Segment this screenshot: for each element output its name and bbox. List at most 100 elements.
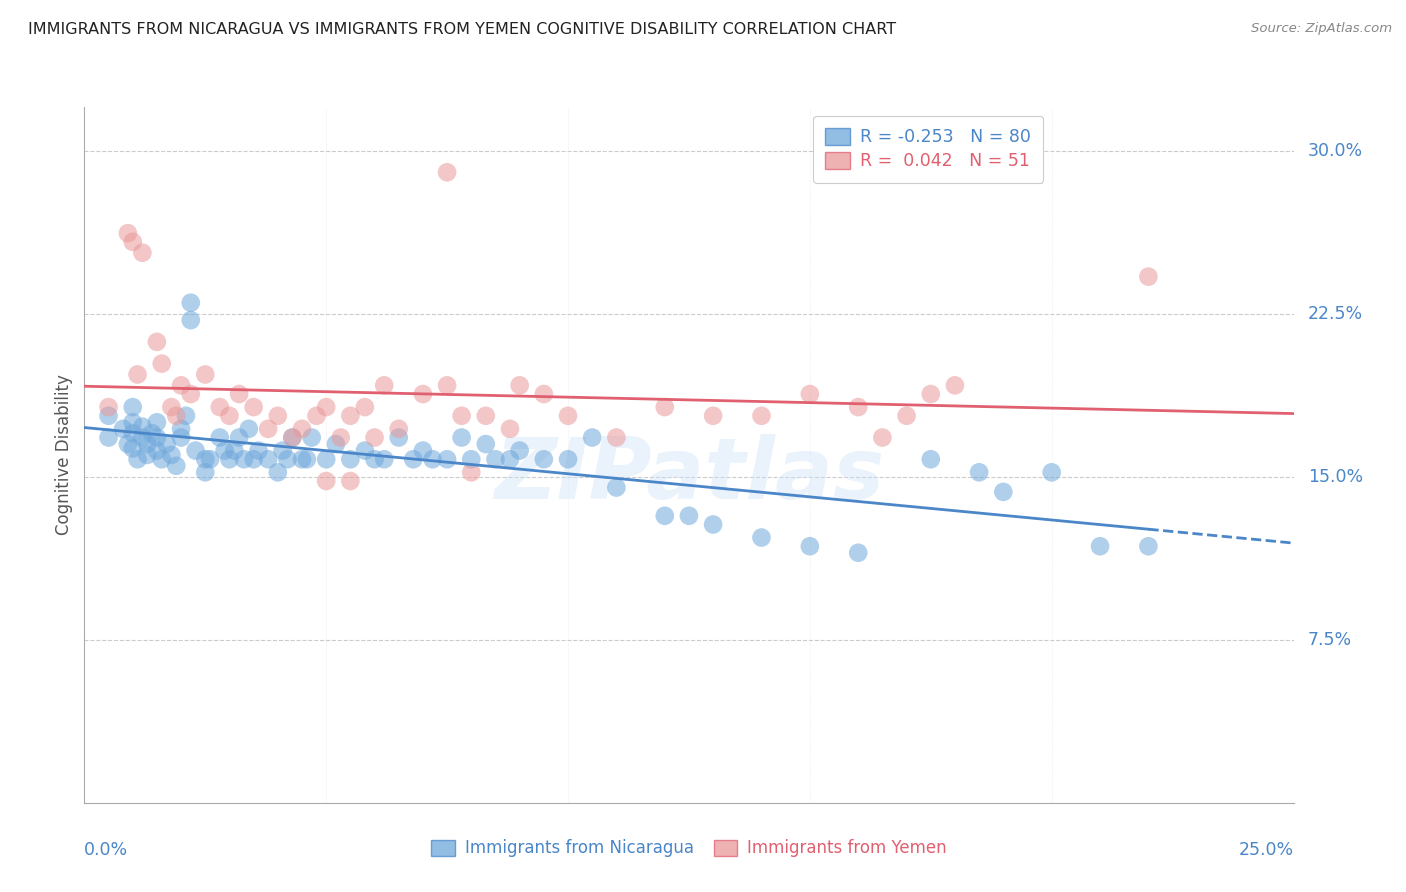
Point bbox=[170, 431, 193, 445]
Point bbox=[1088, 539, 1111, 553]
Point bbox=[257, 452, 280, 467]
Point bbox=[218, 452, 240, 467]
Point bbox=[475, 409, 498, 423]
Text: IMMIGRANTS FROM NICARAGUA VS IMMIGRANTS FROM YEMEN COGNITIVE DISABILITY CORRELAT: IMMIGRANTS FROM NICARAGUA VS IMMIGRANTS … bbox=[28, 22, 896, 37]
Point bbox=[136, 448, 159, 462]
Point bbox=[117, 226, 139, 240]
Point bbox=[180, 387, 202, 401]
Point bbox=[799, 387, 821, 401]
Point bbox=[198, 452, 221, 467]
Point bbox=[121, 426, 143, 441]
Point bbox=[121, 400, 143, 414]
Point bbox=[325, 437, 347, 451]
Point bbox=[354, 400, 377, 414]
Point bbox=[194, 368, 217, 382]
Point bbox=[165, 409, 187, 423]
Point bbox=[301, 431, 323, 445]
Point bbox=[127, 368, 149, 382]
Point bbox=[295, 452, 318, 467]
Point bbox=[97, 409, 120, 423]
Point bbox=[238, 422, 260, 436]
Point bbox=[920, 387, 942, 401]
Point bbox=[315, 400, 337, 414]
Point bbox=[208, 400, 231, 414]
Text: Source: ZipAtlas.com: Source: ZipAtlas.com bbox=[1251, 22, 1392, 36]
Point bbox=[581, 431, 603, 445]
Point bbox=[339, 409, 361, 423]
Point bbox=[896, 409, 918, 423]
Point bbox=[605, 431, 627, 445]
Point bbox=[146, 334, 169, 349]
Point bbox=[967, 466, 990, 480]
Point bbox=[499, 452, 522, 467]
Point bbox=[557, 452, 579, 467]
Point bbox=[436, 165, 458, 179]
Point bbox=[121, 415, 143, 429]
Point bbox=[121, 442, 143, 456]
Point bbox=[291, 452, 314, 467]
Point bbox=[194, 452, 217, 467]
Point bbox=[121, 235, 143, 249]
Point bbox=[460, 452, 482, 467]
Text: ZIPatlas: ZIPatlas bbox=[494, 434, 884, 517]
Point bbox=[150, 452, 173, 467]
Point bbox=[281, 431, 304, 445]
Point bbox=[214, 443, 236, 458]
Point bbox=[224, 443, 246, 458]
Point bbox=[373, 452, 395, 467]
Text: 0.0%: 0.0% bbox=[84, 841, 128, 859]
Point bbox=[557, 409, 579, 423]
Point bbox=[388, 431, 411, 445]
Point bbox=[97, 400, 120, 414]
Point bbox=[993, 484, 1015, 499]
Point bbox=[799, 539, 821, 553]
Point bbox=[150, 357, 173, 371]
Point bbox=[499, 422, 522, 436]
Point bbox=[702, 409, 724, 423]
Y-axis label: Cognitive Disability: Cognitive Disability bbox=[55, 375, 73, 535]
Point bbox=[654, 508, 676, 523]
Point bbox=[267, 466, 290, 480]
Point bbox=[872, 431, 894, 445]
Point bbox=[402, 452, 425, 467]
Text: 22.5%: 22.5% bbox=[1308, 304, 1364, 323]
Text: 30.0%: 30.0% bbox=[1308, 142, 1364, 160]
Point bbox=[180, 295, 202, 310]
Point bbox=[846, 400, 869, 414]
Text: 7.5%: 7.5% bbox=[1308, 631, 1353, 648]
Point bbox=[846, 546, 869, 560]
Point bbox=[475, 437, 498, 451]
Text: 15.0%: 15.0% bbox=[1308, 467, 1364, 485]
Point bbox=[751, 409, 773, 423]
Point bbox=[509, 443, 531, 458]
Point bbox=[943, 378, 966, 392]
Point bbox=[678, 508, 700, 523]
Point bbox=[329, 431, 352, 445]
Point bbox=[1137, 269, 1160, 284]
Point bbox=[146, 431, 169, 445]
Point bbox=[257, 422, 280, 436]
Point bbox=[412, 443, 434, 458]
Point bbox=[233, 452, 256, 467]
Point bbox=[170, 422, 193, 436]
Point bbox=[184, 443, 207, 458]
Text: 25.0%: 25.0% bbox=[1239, 841, 1294, 859]
Point bbox=[363, 452, 385, 467]
Point bbox=[228, 387, 250, 401]
Point bbox=[509, 378, 531, 392]
Point bbox=[702, 517, 724, 532]
Point bbox=[131, 431, 153, 445]
Point bbox=[281, 431, 304, 445]
Point bbox=[136, 437, 159, 451]
Point bbox=[170, 378, 193, 392]
Point bbox=[131, 245, 153, 260]
Point bbox=[267, 409, 290, 423]
Point bbox=[155, 437, 177, 451]
Point bbox=[174, 409, 197, 423]
Point bbox=[450, 409, 472, 423]
Point bbox=[180, 313, 202, 327]
Point bbox=[97, 431, 120, 445]
Point bbox=[533, 387, 555, 401]
Point bbox=[605, 481, 627, 495]
Point bbox=[339, 474, 361, 488]
